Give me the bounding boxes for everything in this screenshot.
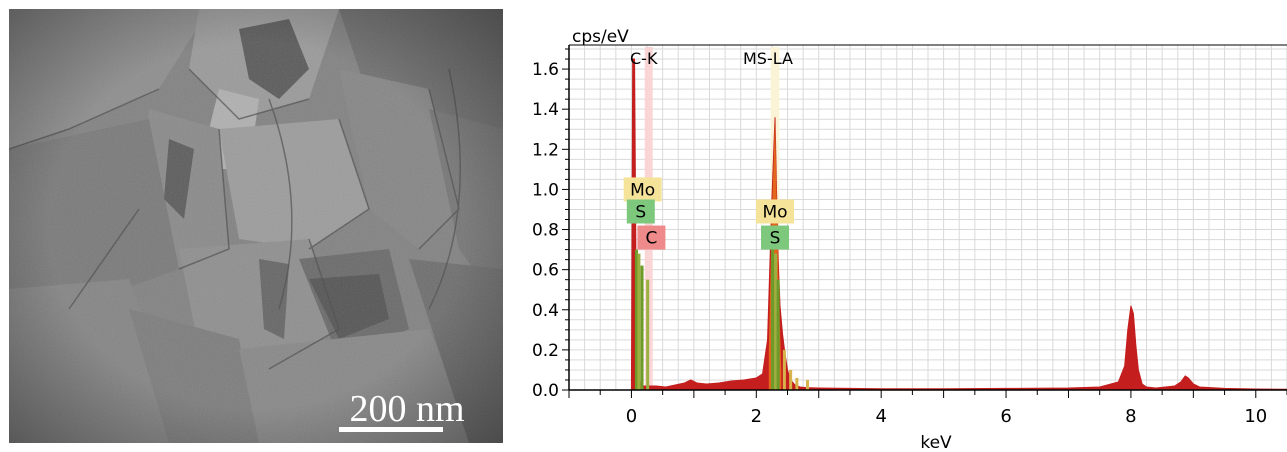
element-tag-s: S: [761, 225, 790, 250]
y-tick-label: 0.8: [532, 221, 559, 241]
element-tag-label: C: [645, 229, 657, 249]
spectrum-series: [630, 58, 1287, 391]
element-tag-box: [761, 225, 790, 250]
element-tag-box: [756, 199, 795, 224]
scale-bar-label: 200 nm: [349, 388, 464, 430]
y-tick-label: 0.0: [532, 381, 559, 401]
x-tick-label: 6: [1000, 406, 1011, 427]
element-tag-box: [626, 199, 655, 224]
element-tag-c: C: [637, 225, 666, 250]
x-tick-label: 10: [1244, 406, 1267, 427]
y-tick-label: 1.6: [532, 60, 559, 80]
y-tick-label: 0.2: [532, 341, 559, 361]
y-tick-label: 0.6: [532, 261, 559, 281]
chart-axes: [568, 44, 1287, 391]
scale-bar-line: [339, 427, 443, 432]
element-tag-label: Mo: [762, 202, 787, 222]
eds-spectrum-chart: 0.00.20.40.60.81.01.21.41.60 2 4 6 8 10 MoSCM…: [532, 27, 1287, 452]
y-tick-label: 1.4: [532, 100, 559, 120]
spectrum-area: [630, 58, 1287, 391]
element-tag-box: [623, 177, 662, 202]
y-axis-label: cps/eV: [572, 27, 629, 47]
y-tick-label: 0.4: [532, 301, 559, 321]
element-tag-mo: Mo: [756, 199, 795, 224]
line-label-mo-s: MS-LA: [743, 49, 793, 68]
element-tag-label: S: [635, 202, 646, 222]
scale-bar: 200 nm: [339, 388, 465, 432]
line-label-c-k: C-K: [630, 49, 658, 68]
element-tag-label: S: [770, 229, 781, 249]
element-tag-label: Mo: [630, 180, 655, 200]
axis-ticks: 0.0 0.2 0.4 0.6 0.8 1.0 1.2 1.4 1.6 0 2 4 6 8 10: [532, 48, 1287, 427]
x-tick-label: 2: [751, 406, 762, 427]
element-tag-mo: Mo: [623, 177, 662, 202]
x-tick-label: 8: [1125, 406, 1136, 427]
x-tick-label: 4: [875, 406, 886, 427]
tem-micrograph: 200 nm: [9, 9, 503, 443]
x-axis-label: keV: [920, 433, 952, 452]
element-tag-box: [637, 225, 666, 250]
element-tag-s: S: [626, 199, 655, 224]
y-tick-label: 1.0: [532, 180, 559, 200]
x-tick-label: 0: [626, 406, 637, 427]
chart-grid: [568, 45, 1287, 391]
y-tick-label: 1.2: [532, 140, 559, 160]
